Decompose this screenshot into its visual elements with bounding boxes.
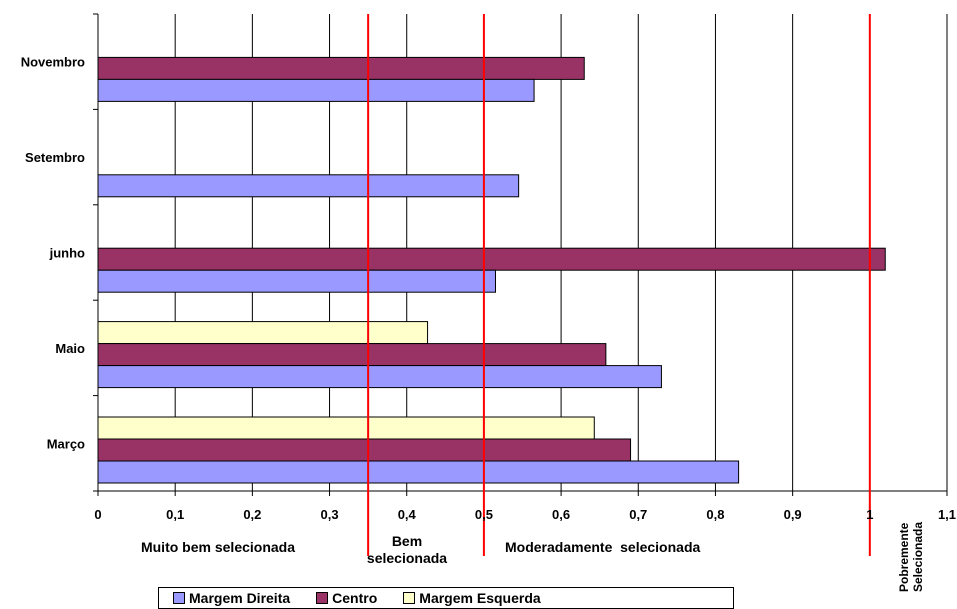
- bar: [97, 247, 886, 271]
- x-tick-label: 0,8: [706, 507, 724, 522]
- legend-item: Margem Esquerda: [403, 590, 541, 606]
- bar: [97, 78, 535, 102]
- x-tick-label: 0,2: [243, 507, 261, 522]
- category-label: Setembro: [25, 150, 85, 165]
- x-tick-label: 1: [866, 507, 873, 522]
- bar: [97, 438, 632, 462]
- legend: Margem Direita Centro Margem Esquerda: [158, 587, 734, 609]
- x-tick-label: 0,1: [166, 507, 184, 522]
- category-label: Maio: [55, 341, 85, 356]
- category-label: Março: [47, 436, 85, 451]
- bar: [97, 174, 520, 198]
- legend-label: Margem Direita: [189, 590, 291, 606]
- zone-labels: Muito bem selecionada Bem selecionada Moder…: [141, 522, 925, 592]
- bar: [97, 56, 585, 80]
- zone-label-muito-bem: Muito bem selecionada: [141, 539, 295, 555]
- x-tick-label: 0,4: [398, 507, 417, 522]
- zone-label-pobremente-text: PobrementeSelecionada: [897, 522, 925, 592]
- zone-label-pobremente: PobrementeSelecionada: [897, 522, 925, 592]
- x-tick-label: 1,1: [938, 507, 956, 522]
- legend-swatch: [403, 592, 416, 604]
- legend-label: Margem Esquerda: [419, 590, 541, 606]
- legend-label: Centro: [332, 590, 378, 606]
- zone-label-bem: Bem selecionada: [367, 533, 447, 566]
- reference-lines: [367, 14, 871, 556]
- x-tick-label: 0: [94, 507, 101, 522]
- zone-label-moderadamente: Moderadamente selecionada: [505, 539, 701, 555]
- legend-swatch: [316, 592, 329, 604]
- bar: [97, 365, 662, 389]
- legend-item: Centro: [316, 590, 377, 606]
- bar: [97, 416, 595, 440]
- bars: [97, 56, 886, 484]
- x-tick-label: 0,6: [552, 507, 570, 522]
- bar: [97, 269, 496, 293]
- category-labels: Novembro Setembro junho Maio Março: [21, 55, 85, 452]
- x-tick-label: 0,5: [475, 507, 493, 522]
- bar: [97, 343, 607, 367]
- bar: [97, 321, 429, 345]
- legend-swatch: [173, 592, 185, 604]
- x-tick-labels: 0 0,1 0,2 0,3 0,4 0,5 0,6 0,7 0,8 0,9 1 1,1: [94, 507, 956, 522]
- bar: [97, 460, 740, 484]
- x-tick-label: 0,7: [629, 507, 647, 522]
- x-tick-label: 0,3: [321, 507, 339, 522]
- x-tick-label: 0,9: [784, 507, 802, 522]
- category-label: Novembro: [21, 55, 85, 70]
- legend-item: Margem Direita: [173, 590, 290, 606]
- category-label: junho: [49, 246, 85, 261]
